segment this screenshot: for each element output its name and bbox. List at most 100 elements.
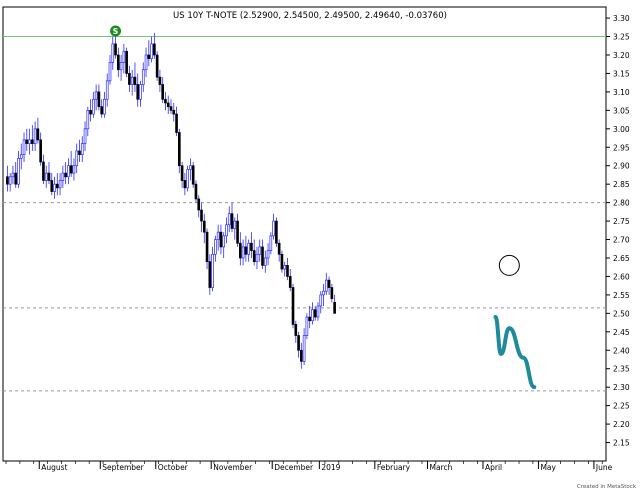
candle [186,165,189,192]
candle [263,250,267,273]
candle-body [230,213,234,229]
candle [158,69,162,92]
candle [241,239,245,266]
y-tick-label: 3.15 [613,69,630,78]
candle-body [139,84,142,100]
candle-body [89,109,92,115]
candle [288,269,292,292]
candle [86,106,90,137]
candle [180,162,184,188]
plot-frame [2,6,607,462]
candle [119,54,123,81]
candle [128,66,131,92]
candle-body [272,220,275,237]
candle [258,239,262,262]
candle [78,139,81,163]
candle [36,117,40,144]
candle-body [225,224,228,237]
candle-body [333,301,336,314]
projection-curve [493,315,537,390]
y-tick-label: 2.90 [613,162,630,171]
candle-body [189,165,192,170]
candle [64,162,67,185]
candle-body [103,98,106,115]
x-tick-label: March [430,463,453,472]
y-tick-label: 2.30 [613,383,630,392]
candle [116,47,120,78]
candle-body [44,172,48,181]
candle [108,54,112,85]
candle [214,235,217,262]
candle-body [31,139,34,144]
candle-body [39,139,42,163]
candle-body [313,309,317,318]
candle [280,250,284,273]
candle-body [161,84,165,100]
candle-body [200,209,203,222]
candle [208,254,212,295]
candle [283,261,287,277]
candle-body [133,76,137,85]
candle-body [327,279,331,288]
candle [133,62,137,92]
candle-body [300,349,303,362]
candle-body [86,109,90,130]
candle-body [294,324,298,336]
candle-body [311,309,314,322]
candle [202,213,206,244]
candle-body [141,69,145,85]
candle [8,173,12,192]
candle [250,232,253,258]
candle-body [202,220,206,233]
candle [178,128,181,174]
x-tick-label: December [274,463,314,472]
candle [236,213,239,247]
candle [161,77,165,103]
chart-title: US 10Y T-NOTE (2.52900, 2.54500, 2.49500… [173,11,447,21]
candle-body [97,91,101,108]
y-tick-label: 3.00 [613,125,630,134]
candle-body [11,172,15,178]
candle [111,36,115,70]
y-tick-label: 2.40 [613,346,630,355]
x-tick-label: October [158,463,189,472]
candle [155,51,159,81]
candle [100,99,103,118]
candle-body [64,172,67,178]
candle-body [50,180,54,192]
candle-body [80,143,84,155]
candle [72,158,76,181]
candle-body [72,165,76,174]
candle [122,43,126,74]
candle [269,232,273,255]
candle [300,342,303,369]
candle-body [114,43,117,56]
candle-body [128,73,131,85]
y-tick-label: 2.65 [613,254,630,263]
candle [22,132,26,163]
candle-body [316,305,320,318]
candle [252,239,256,266]
candle-body [22,139,26,155]
candle [94,84,98,111]
candle-body [194,183,198,200]
candle-body [308,316,311,322]
candle-body [263,257,267,266]
x-tick-label: November [213,463,253,472]
candle [211,246,214,292]
candle [97,84,101,111]
candle [219,224,223,255]
candle [166,95,170,115]
candle-body [280,253,284,270]
candle-body [324,279,328,292]
candle-body [67,165,70,178]
candle-body [17,157,20,185]
y-tick-label: 2.75 [613,217,630,226]
candle [222,232,226,258]
candle [55,173,59,196]
candle-body [36,128,40,141]
candle-body [191,165,195,185]
candle-body [261,246,264,266]
candle-body [277,242,281,255]
